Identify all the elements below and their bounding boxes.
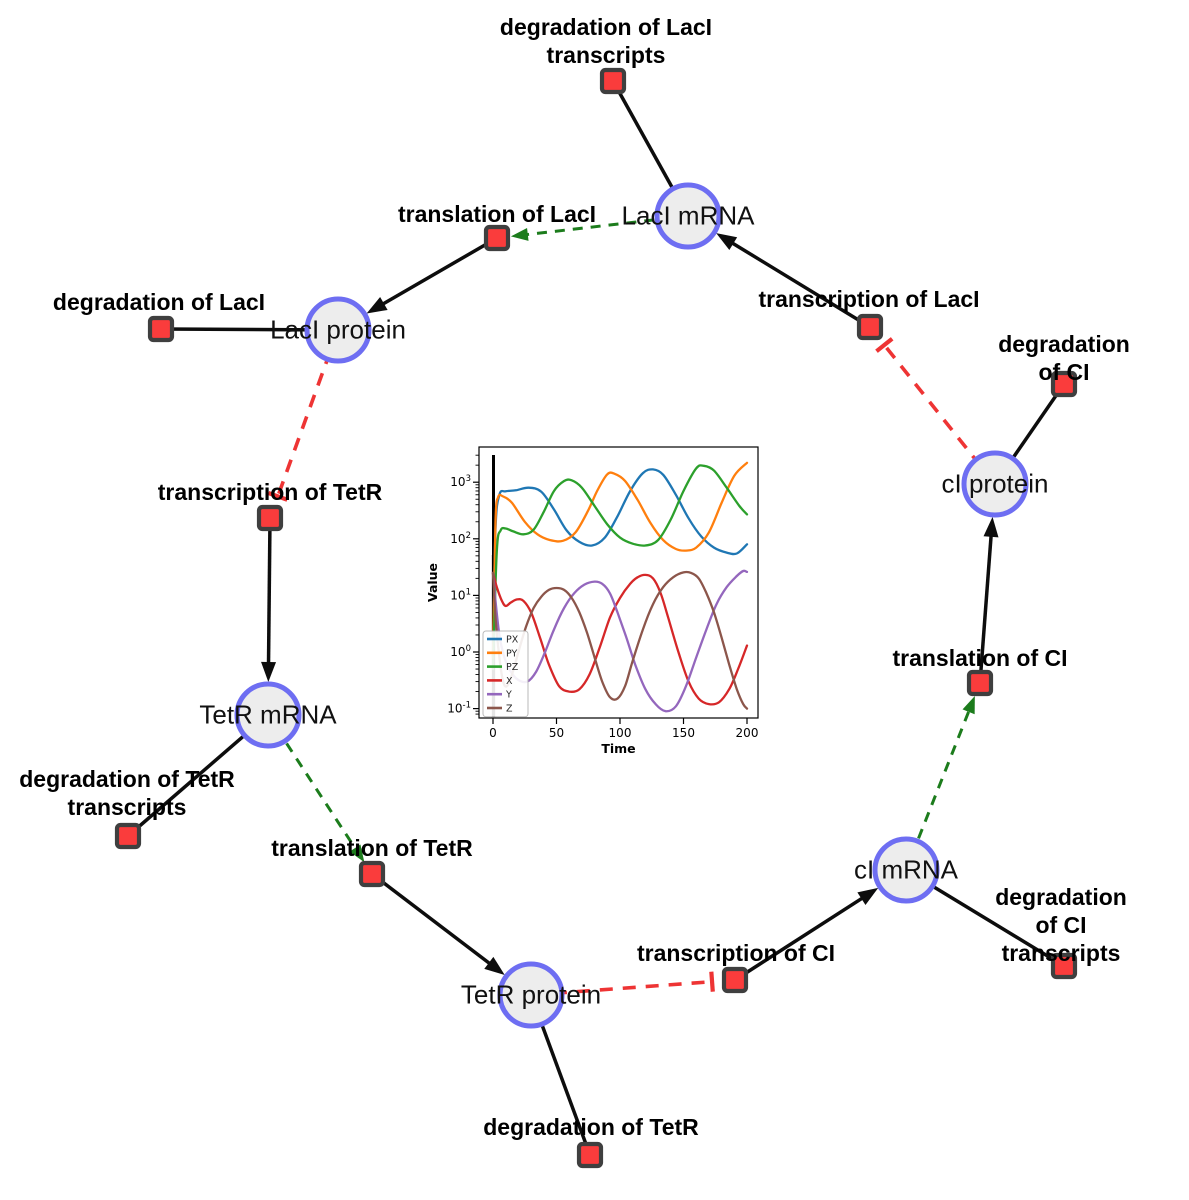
species-label-tetr_mrna: TetR mRNA: [199, 699, 337, 730]
reaction-node-transl_ci[interactable]: [966, 669, 994, 697]
reaction-node-deg_laci[interactable]: [147, 315, 175, 343]
species-node-tetr_mrna[interactable]: [234, 681, 302, 749]
reaction-label-deg_tetr_tx: degradation of TetR transcripts: [19, 765, 235, 820]
reaction-label-deg_laci: degradation of LacI: [52, 288, 266, 315]
reaction-label-transl_laci: translation of LacI: [397, 200, 597, 227]
reaction-label-txn_tetr: transcription of TetR: [157, 478, 383, 505]
species-label-laci_protein: LacI protein: [270, 314, 406, 345]
reaction-label-deg_tetr: degradation of TetR: [483, 1113, 699, 1140]
reaction-node-txn_laci[interactable]: [856, 313, 884, 341]
reaction-node-deg_ci_tx[interactable]: [1050, 952, 1078, 980]
reaction-label-deg_ci: degradation of CI: [998, 330, 1130, 385]
reaction-label-txn_laci: transcription of LacI: [758, 285, 980, 312]
reaction-node-txn_ci[interactable]: [721, 966, 749, 994]
reaction-node-deg_tetr[interactable]: [576, 1141, 604, 1169]
species-node-laci_mrna[interactable]: [654, 182, 722, 250]
species-label-ci_mrna: cI mRNA: [854, 854, 958, 885]
species-node-ci_mrna[interactable]: [872, 836, 940, 904]
species-label-tetr_protein: TetR protein: [460, 979, 602, 1010]
reaction-label-txn_ci: transcription of CI: [636, 939, 836, 966]
reaction-label-deg_laci_tx: degradation of LacI transcripts: [499, 13, 713, 68]
reaction-label-transl_tetr: translation of TetR: [271, 834, 473, 861]
reaction-node-transl_laci[interactable]: [483, 224, 511, 252]
species-label-laci_mrna: LacI mRNA: [621, 200, 755, 231]
reaction-node-transl_tetr[interactable]: [358, 860, 386, 888]
reaction-node-deg_laci_tx[interactable]: [599, 67, 627, 95]
reaction-node-deg_tetr_tx[interactable]: [114, 822, 142, 850]
reaction-node-txn_tetr[interactable]: [256, 504, 284, 532]
reaction-label-transl_ci: translation of CI: [892, 644, 1068, 671]
reaction-node-deg_ci[interactable]: [1050, 370, 1078, 398]
species-node-tetr_protein[interactable]: [497, 961, 565, 1029]
reaction-label-deg_ci_tx: degradation of CI transcripts: [995, 883, 1127, 967]
species-label-ci_protein: cI protein: [941, 468, 1049, 499]
species-node-laci_protein[interactable]: [304, 296, 372, 364]
species-node-ci_protein[interactable]: [961, 450, 1029, 518]
